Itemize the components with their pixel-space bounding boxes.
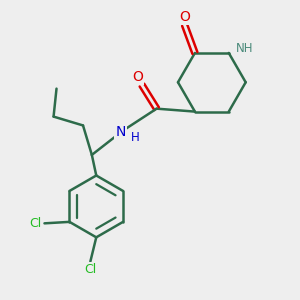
Text: O: O [179, 10, 190, 24]
Text: NH: NH [236, 42, 254, 55]
Text: Cl: Cl [29, 217, 41, 230]
Text: N: N [115, 125, 126, 139]
Text: H: H [131, 131, 140, 144]
Text: Cl: Cl [84, 263, 97, 276]
Text: O: O [132, 70, 143, 84]
